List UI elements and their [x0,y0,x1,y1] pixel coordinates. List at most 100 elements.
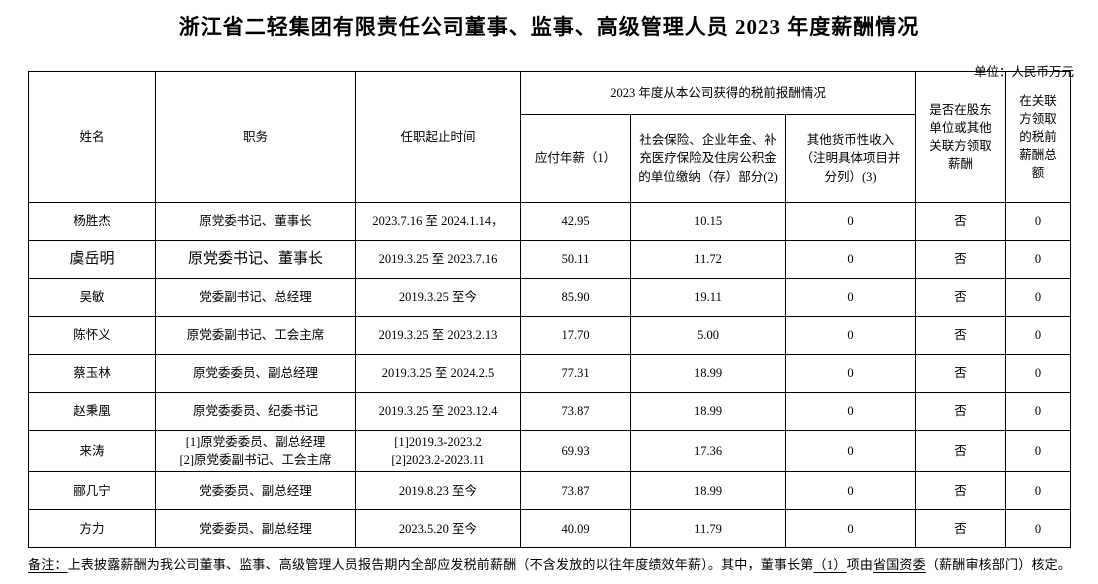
col-header-social-insurance: 社会保险、企业年金、补充医疗保险及住房公积金的单位缴纳（存）部分(2) [630,114,786,203]
cell-position: 原党委委员、纪委书记 [155,392,356,431]
cell-insurance: 10.15 [630,202,786,241]
cell-related: 否 [915,202,1007,241]
cell-salary: 85.90 [520,278,631,317]
col-header-position: 职务 [155,71,356,203]
col-header-other-income: 其他货币性收入（注明具体项目并分列）(3) [784,114,917,203]
table-row: 陈怀义 原党委副书记、工会主席 2019.3.25 至 2023.2.13 17.70… [28,316,1072,355]
cell-related: 否 [915,240,1007,279]
cell-related: 否 [915,316,1007,355]
cell-other: 0 [784,354,917,393]
cell-position: 原党委书记、董事长 [155,202,356,241]
col-header-tenure: 任职起止时间 [355,71,521,203]
cell-salary: 73.87 [520,392,631,431]
footnote-authority: 省国资委 [873,557,926,573]
cell-insurance: 18.99 [630,471,786,511]
cell-related_total: 0 [1005,354,1072,393]
footnote-text: 上表披露薪酬为我公司董事、监事、高级管理人员报告期内全部应发税前薪酬（不含发放的… [67,557,814,573]
table-row: 来涛 [1]原党委委员、副总经理 [2]原党委副书记、工会主席 [1]2019.3-… [28,429,1072,473]
table-body: 杨胜杰 原党委书记、董事长 2023.7.16 至 2024.1.14， 42.95 1… [28,202,1072,549]
cell-tenure: 2023.5.20 至今 [355,509,521,549]
cell-salary: 42.95 [520,202,631,241]
cell-related_total: 0 [1005,316,1072,355]
cell-position: 党委委员、副总经理 [155,471,356,511]
cell-salary: 73.87 [520,471,631,511]
cell-tenure: 2023.7.16 至 2024.1.14， [355,202,521,241]
cell-related: 否 [915,392,1007,431]
col-header-related-party: 是否在股东单位或其他关联方领取薪酬 [915,71,1007,203]
unit-label: 单位：人民币万元 [973,65,1074,79]
cell-related_total: 0 [1005,240,1072,279]
cell-tenure: [1]2019.3-2023.2 [2]2023.2-2023.11 [355,429,521,473]
col-header-name: 姓名 [28,71,156,203]
cell-other: 0 [784,392,917,431]
cell-salary: 77.31 [520,354,631,393]
cell-position: 原党委委员、副总经理 [155,354,356,393]
cell-salary: 40.09 [520,509,631,549]
table-row: 虞岳明 原党委书记、董事长 2019.3.25 至 2023.7.16 50.11 11… [28,240,1072,279]
footnote-text: 项由 [846,557,874,573]
cell-related_total: 0 [1005,471,1072,511]
cell-related: 否 [915,278,1007,317]
cell-position: 原党委书记、董事长 [155,240,356,279]
table-row: 郦几宁 党委委员、副总经理 2019.8.23 至今 73.87 18.99 0 否 0 [28,471,1072,511]
cell-tenure: 2019.3.25 至 2023.2.13 [355,316,521,355]
cell-related: 否 [915,471,1007,511]
salary-table: 姓名 职务 任职起止时间 2023 年度从本公司获得的税前报酬情况 是否在股东单… [28,71,1072,549]
table-row: 蔡玉林 原党委委员、副总经理 2019.3.25 至 2024.2.5 77.31 18… [28,354,1072,393]
cell-related_total: 0 [1005,429,1072,473]
cell-tenure: 2019.3.25 至 2024.2.5 [355,354,521,393]
col-header-related-total: 在关联方领取的税前薪酬总额 [1005,71,1072,203]
cell-salary: 69.93 [520,429,631,473]
table-row: 赵秉凰 原党委委员、纪委书记 2019.3.25 至 2023.12.4 73.87 1… [28,392,1072,431]
cell-insurance: 17.36 [630,429,786,473]
header-row-top: 姓名 职务 任职起止时间 2023 年度从本公司获得的税前报酬情况 是否在股东单… [28,71,1072,203]
cell-other: 0 [784,471,917,511]
cell-tenure: 2019.3.25 至今 [355,278,521,317]
cell-position: 党委副书记、总经理 [155,278,356,317]
cell-other: 0 [784,278,917,317]
cell-related_total: 0 [1005,202,1072,241]
table-row: 方力 党委委员、副总经理 2023.5.20 至今 40.09 11.79 0 否 0 [28,509,1072,549]
cell-name: 蔡玉林 [28,354,156,393]
cell-position: 党委委员、副总经理 [155,509,356,549]
cell-other: 0 [784,429,917,473]
cell-position: 原党委副书记、工会主席 [155,316,356,355]
page-title: 浙江省二轻集团有限责任公司董事、监事、高级管理人员 2023 年度薪酬情况 [178,15,920,39]
cell-related_total: 0 [1005,509,1072,549]
cell-other: 0 [784,316,917,355]
cell-related: 否 [915,354,1007,393]
cell-salary: 50.11 [520,240,631,279]
cell-insurance: 18.99 [630,392,786,431]
col-header-payable-salary: 应付年薪（1） [520,114,631,203]
cell-insurance: 11.79 [630,509,786,549]
cell-tenure: 2019.3.25 至 2023.12.4 [355,392,521,431]
cell-other: 0 [784,240,917,279]
footnote-text: （薪酬审核部门）核定。 [925,557,1072,573]
cell-name: 方力 [28,509,156,549]
cell-name: 郦几宁 [28,471,156,511]
cell-name: 虞岳明 [28,240,156,279]
footnote-label: 备注： [28,557,68,573]
cell-salary: 17.70 [520,316,631,355]
cell-related: 否 [915,429,1007,473]
table-row: 吴敏 党委副书记、总经理 2019.3.25 至今 85.90 19.11 0 否 0 [28,278,1072,317]
cell-name: 陈怀义 [28,316,156,355]
table-row: 杨胜杰 原党委书记、董事长 2023.7.16 至 2024.1.14， 42.95 1… [28,202,1072,241]
cell-name: 赵秉凰 [28,392,156,431]
footnote: 备注：上表披露薪酬为我公司董事、监事、高级管理人员报告期内全部应发税前薪酬（不含… [28,554,1098,573]
header-row-sub: 应付年薪（1） 社会保险、企业年金、补充医疗保险及住房公积金的单位缴纳（存）部分… [29,114,1071,203]
cell-position: [1]原党委委员、副总经理 [2]原党委副书记、工会主席 [155,429,356,473]
cell-insurance: 19.11 [630,278,786,317]
cell-related: 否 [915,509,1007,549]
cell-related_total: 0 [1005,278,1072,317]
cell-insurance: 5.00 [630,316,786,355]
cell-name: 来涛 [28,429,156,473]
cell-tenure: 2019.8.23 至今 [355,471,521,511]
cell-tenure: 2019.3.25 至 2023.7.16 [355,240,521,279]
cell-other: 0 [784,509,917,549]
cell-name: 杨胜杰 [28,202,156,241]
cell-insurance: 11.72 [630,240,786,279]
footnote-item-ref: （1） [813,557,847,573]
cell-name: 吴敏 [28,278,156,317]
cell-insurance: 18.99 [630,354,786,393]
